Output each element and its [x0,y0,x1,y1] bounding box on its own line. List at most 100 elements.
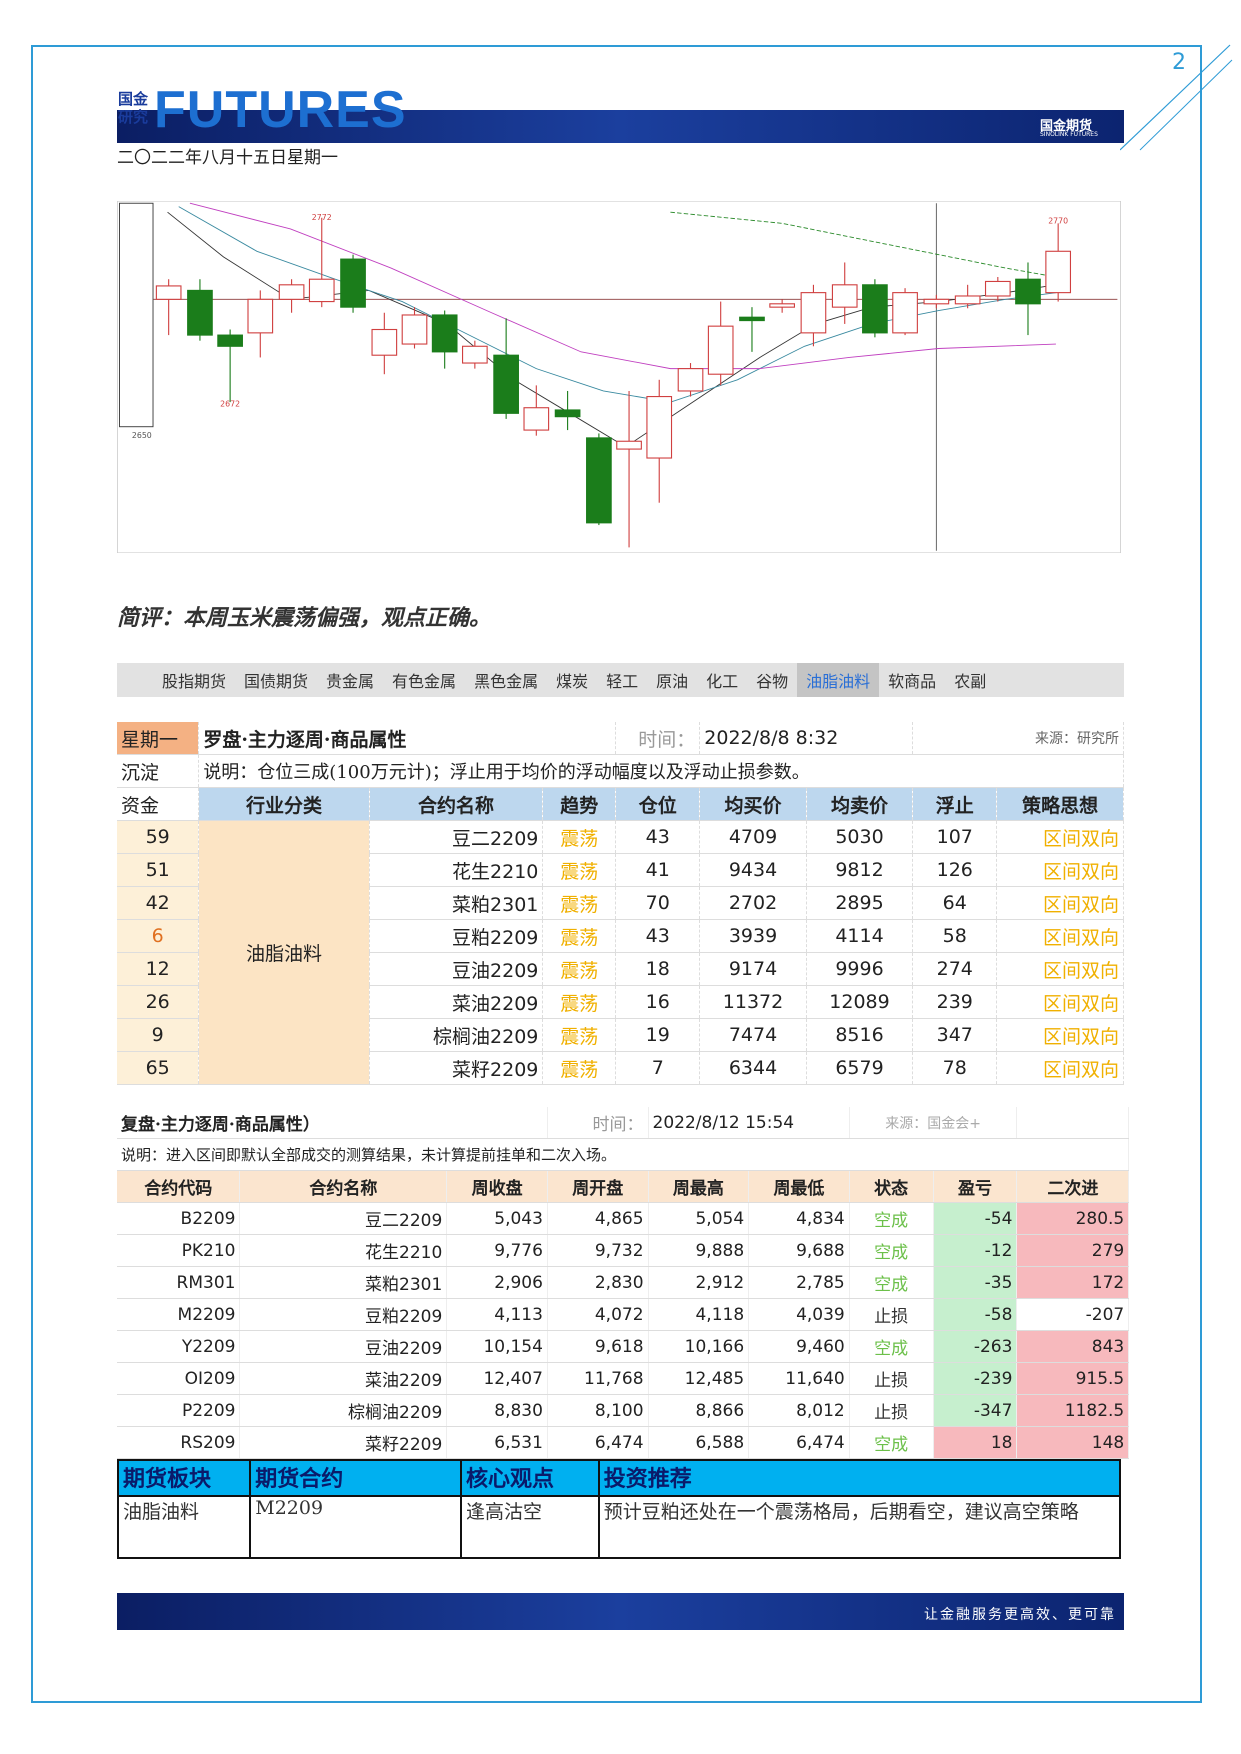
column-header: 均卖价 [806,787,914,821]
cell: 油脂油料 [116,1495,252,1559]
second-entry: 280.5 [1016,1202,1130,1235]
column-header: 周最低 [748,1170,850,1203]
data-row: RS209 菜籽2209 6,531 6,474 6,588 6,474 空成 18 148 [117,1426,1130,1459]
candle-body [1015,278,1041,305]
cell: 2,912 [648,1266,750,1299]
page-frame [31,45,1202,1703]
contract: 豆粕2209 [369,919,544,953]
cell: 12089 [806,985,914,1019]
tab[interactable]: 轻工 [606,672,639,691]
column-header: 盈亏 [933,1170,1018,1203]
data-row: RM301 菜粕2301 2,906 2,830 2,912 2,785 空成 -35 172 [117,1266,1130,1299]
cell: 70 [615,886,701,920]
candle-body [308,278,335,303]
cell: RM301 [117,1266,241,1299]
candle-body [892,292,918,334]
strategy: 区间双向 [996,1051,1124,1085]
strategy: 区间双向 [996,853,1124,887]
pnl: -263 [933,1330,1018,1363]
column-header: 仓位 [615,787,701,821]
tab[interactable]: 股指期货 [162,672,227,691]
cell: 豆二2209 [239,1202,448,1235]
data-row: P2209 棕榈油2209 8,830 8,100 8,866 8,012 止损 -347 11… [117,1394,1130,1427]
cell: 4,865 [547,1202,649,1235]
cell: 18 [615,952,701,986]
kline-chart: 2772 2672 2770 2650 [117,201,1121,553]
cell: 9,888 [648,1234,750,1267]
data-row: 59 油脂油料 豆二2209 震荡 43 4709 5030 107 区间双向 [117,820,1124,1085]
cell: M2209 [249,1495,462,1559]
cell: 6344 [699,1051,807,1085]
column-header: 浮止 [912,787,998,821]
data-row: 26 菜油2209 震荡 16 11372 12089 239 区间双向 [117,985,1124,1019]
tab[interactable]: 谷物 [756,672,789,691]
cell: P2209 [117,1394,241,1427]
tab[interactable]: 煤炭 [556,672,589,691]
title-row: 复盘·主力逐周·商品属性） 时间： 2022/8/12 15:54 来源：国金会+ [117,1107,1130,1139]
cell: 6579 [806,1051,914,1085]
status: 空成 [849,1266,934,1299]
trend: 震荡 [542,820,617,854]
contract: 菜籽2209 [369,1051,544,1085]
candle-body [247,298,274,334]
candle-body [431,314,458,353]
title: 罗盘·主力逐周·商品属性 [198,722,617,755]
trend: 震荡 [542,853,617,887]
compass-table: 星期一 罗盘·主力逐周·商品属性 时间： 2022/8/8 8:32 来源：研究所 沉淀说… [117,722,1124,1085]
note: 说明：进入区间即默认全部成交的测算结果，未计算提前挂单和二次入场。 [117,1138,1130,1171]
candle-body [954,295,981,305]
tab[interactable]: 黑色金属 [474,672,539,691]
data-row: Y2209 豆油2209 10,154 9,618 10,166 9,460 空成 -263 8… [117,1330,1130,1363]
candle-body [923,298,950,305]
cell: 10,154 [446,1330,548,1363]
source: 来源：国金会+ [849,1107,1018,1139]
tab[interactable]: 贵金属 [326,672,375,691]
pnl: 18 [933,1426,1018,1459]
cell: 7 [615,1051,701,1085]
data-row: 42 菜粕2301 震荡 70 2702 2895 64 区间双向 [117,886,1124,920]
title: 复盘·主力逐周·商品属性） [117,1107,548,1139]
cell: 8,866 [648,1394,750,1427]
column-header: 状态 [849,1170,934,1203]
candle-body [401,314,428,345]
tab[interactable]: 原油 [656,672,689,691]
cell: 43 [615,919,701,953]
pnl: -347 [933,1394,1018,1427]
cell: 豆油2209 [239,1330,448,1363]
candle-body [984,280,1011,297]
cell: 78 [912,1051,998,1085]
candle-body [155,285,182,300]
cell: Y2209 [117,1330,241,1363]
candle-body [217,334,243,347]
pnl: -58 [933,1298,1018,1331]
strategy: 区间双向 [996,886,1124,920]
pnl: -12 [933,1234,1018,1267]
tab[interactable]: 油脂油料 [797,663,880,697]
column-header: 二次进 [1016,1170,1130,1203]
candle-body [554,409,581,418]
trend: 震荡 [542,985,617,1019]
candle-body [677,368,704,392]
cell: 8516 [806,1018,914,1052]
cell: 64 [912,886,998,920]
tab[interactable]: 国债期货 [244,672,309,691]
candle-body [616,440,642,450]
source: 来源：研究所 [912,722,1124,755]
kline-label: 2770 [1048,216,1068,225]
data-row: 12 豆油2209 震荡 18 9174 9996 274 区间双向 [117,952,1124,986]
cell: 菜粕2301 [239,1266,448,1299]
column-header: 合约名称 [239,1170,448,1203]
comment: 简评：本周玉米震荡偏强，观点正确。 [117,606,492,631]
header-row: 期货板块 期货合约 核心观点 投资推荐 [116,1459,1122,1497]
tab[interactable]: 软商品 [888,672,937,691]
cell: 12,485 [648,1362,750,1395]
status: 止损 [849,1394,934,1427]
note: 说明：仓位三成(100万元计)；浮止用于均价的浮动幅度以及浮动止损参数。 [198,754,1124,788]
tab[interactable]: 有色金属 [392,672,457,691]
tab[interactable]: 化工 [706,672,739,691]
cell: 6,531 [446,1426,548,1459]
pnl: -54 [933,1202,1018,1235]
tab[interactable]: 农副 [954,672,987,691]
time: 2022/8/8 8:32 [699,722,914,755]
